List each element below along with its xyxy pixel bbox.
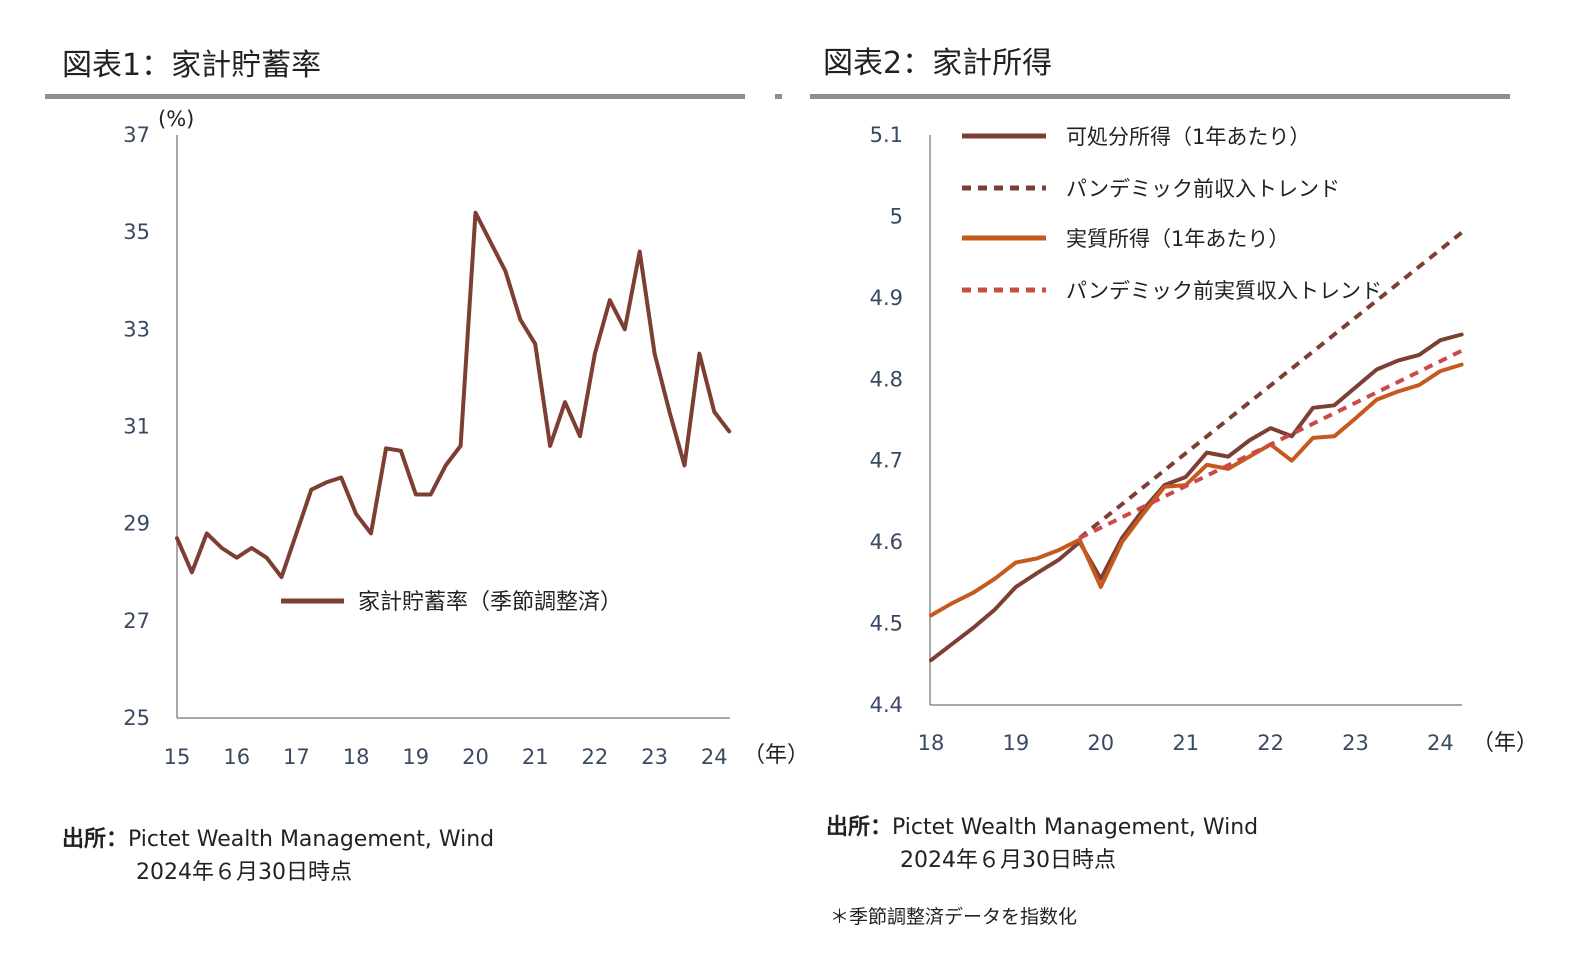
chart2-y-tick-5-1: 5.1 [870, 123, 903, 147]
chart1-series-1-line [175, 210, 732, 580]
chart2-x-tick-20: 20 [1087, 731, 1114, 755]
chart1-x-tick-19: 19 [402, 745, 429, 769]
chart2-source-label: 出所： [826, 815, 893, 840]
divider-mark [775, 94, 782, 99]
chart1-title: 図表1：家計貯蓄率 [62, 48, 322, 83]
chart2-x-tick-24: 24 [1427, 731, 1454, 755]
chart2-source-text: Pictet Wealth Management, Wind [892, 815, 1259, 840]
chart2-x-tick-21: 21 [1172, 731, 1199, 755]
chart2-x-tick-23: 23 [1342, 731, 1369, 755]
chart2-series-2-line [1078, 231, 1463, 540]
chart2-source: 出所：Pictet Wealth Management, Wind 2024年６… [826, 811, 1258, 877]
chart1-source: 出所：Pictet Wealth Management, Wind 2024年６… [62, 823, 494, 889]
chart1-x-tick-16: 16 [223, 745, 250, 769]
chart2-legend-label-3: 実質所得（1年あたり） [1066, 227, 1289, 251]
chart2-footnote: ＊季節調整済データを指数化 [830, 906, 1078, 928]
chart2-x-tick-22: 22 [1257, 731, 1284, 755]
chart1-x-axis-label: （年） [743, 743, 809, 768]
chart1-x-tick-17: 17 [283, 745, 310, 769]
chart1-source-text: Pictet Wealth Management, Wind [128, 827, 495, 852]
chart1-as-of: 2024年６月30日時点 [136, 860, 352, 885]
chart1-x-tick-21: 21 [522, 745, 549, 769]
chart1-y-tick-37: 37 [123, 123, 150, 147]
chart1-legend-label-1: 家計貯蓄率（季節調整済） [358, 590, 622, 615]
chart2-x-axis-label: （年） [1472, 731, 1538, 756]
chart2-y-tick-5: 5 [890, 204, 903, 228]
chart2-series-3-line [929, 362, 1464, 618]
chart2-title-rule [810, 94, 1510, 99]
chart2-legend-label-4: パンデミック前実質収入トレンド [1066, 279, 1382, 303]
chart2-y-tick-4-8: 4.8 [870, 367, 903, 391]
chart2-series-4-line [1078, 349, 1463, 540]
chart1-source-label: 出所： [62, 827, 129, 852]
chart2-series-1-line [929, 332, 1464, 663]
chart1-x-tick-15: 15 [164, 745, 191, 769]
chart1-y-tick-27: 27 [123, 609, 150, 633]
chart1-x-tick-24: 24 [701, 745, 728, 769]
chart2-y-tick-4-9: 4.9 [870, 286, 903, 310]
chart2-y-tick-4-4: 4.4 [870, 693, 903, 717]
chart2-x-tick-18: 18 [918, 731, 945, 755]
chart1-x-tick-23: 23 [641, 745, 668, 769]
chart1-y-tick-25: 25 [123, 706, 150, 730]
chart1-y-tick-33: 33 [123, 317, 150, 341]
chart2-title: 図表2：家計所得 [823, 46, 1053, 81]
chart1-y-tick-29: 29 [123, 512, 150, 536]
chart2-y-tick-4-6: 4.6 [870, 530, 903, 554]
chart2-legend-label-1: 可処分所得（1年あたり） [1066, 125, 1310, 149]
chart2-y-tick-4-7: 4.7 [870, 449, 903, 473]
chart2-legend-label-2: パンデミック前収入トレンド [1066, 177, 1340, 201]
chart1-y-axis-label: (%) [158, 107, 194, 131]
chart1-x-tick-18: 18 [343, 745, 370, 769]
chart1-y-tick-31: 31 [123, 415, 150, 439]
chart2-as-of: 2024年６月30日時点 [900, 848, 1116, 873]
chart1-title-rule [45, 94, 745, 99]
chart2-y-tick-4-5: 4.5 [870, 612, 903, 636]
chart1-x-tick-20: 20 [462, 745, 489, 769]
chart1-x-tick-22: 22 [582, 745, 609, 769]
chart1-y-tick-35: 35 [123, 220, 150, 244]
chart2-x-tick-19: 19 [1003, 731, 1030, 755]
